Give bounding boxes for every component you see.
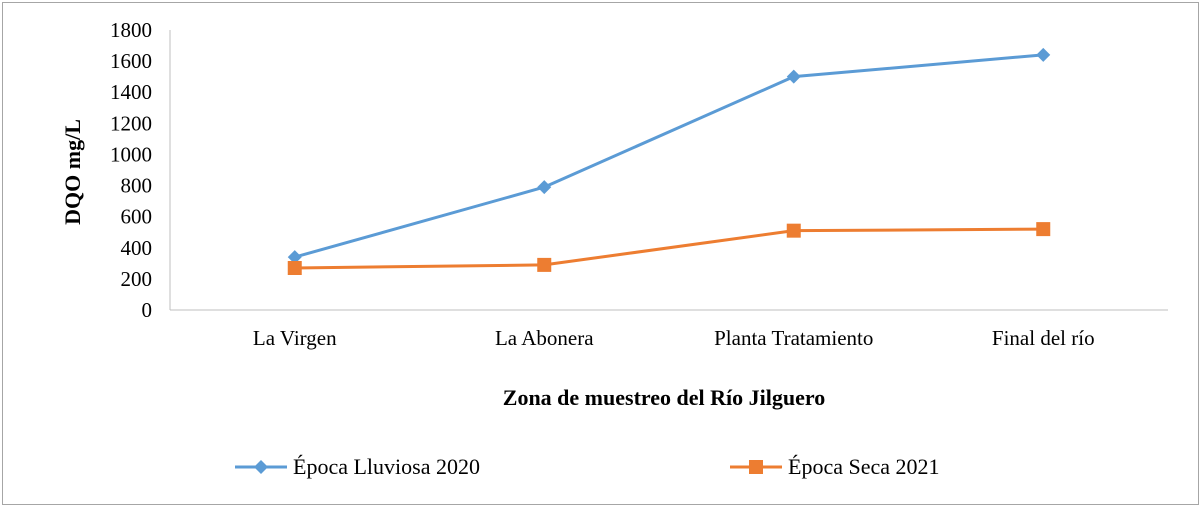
y-tick-label: 800 [121, 174, 153, 198]
legend-label: Época Seca 2021 [788, 454, 940, 479]
y-tick-label: 1800 [110, 18, 152, 42]
legend-item: Época Seca 2021 [730, 454, 940, 479]
y-axis-ticks: 0 200 400 600 800 1000 1200 1400 1600 1800 [110, 18, 152, 322]
data-point [1036, 47, 1051, 62]
y-tick-label: 1200 [110, 111, 152, 135]
series-2 [287, 222, 1051, 275]
y-tick-label: 200 [121, 267, 153, 291]
y-axis-title: DQO mg/L [60, 119, 85, 225]
x-tick-label: Final del río [992, 326, 1095, 350]
legend-marker [749, 460, 763, 474]
data-point [786, 69, 801, 84]
series-1 [287, 47, 1051, 265]
series-layer [287, 47, 1051, 275]
x-tick-label: La Abonera [495, 326, 594, 350]
data-point [786, 223, 801, 238]
legend-marker [254, 460, 268, 474]
x-axis-ticks: La Virgen La Abonera Planta Tratamiento Fin… [253, 326, 1095, 350]
y-tick-label: 600 [121, 205, 153, 229]
series-line [294, 227, 1044, 270]
data-point [537, 257, 552, 272]
data-point [287, 250, 302, 265]
legend: Época Lluviosa 2020 Época Seca 2021 [235, 454, 940, 479]
data-point [537, 180, 552, 195]
y-tick-label: 1600 [110, 49, 152, 73]
series-line [294, 53, 1044, 259]
legend-item: Época Lluviosa 2020 [235, 454, 480, 479]
data-point [1036, 222, 1051, 237]
y-tick-label: 400 [121, 236, 153, 260]
y-tick-label: 1400 [110, 80, 152, 104]
y-tick-label: 0 [142, 298, 153, 322]
data-point [287, 261, 302, 275]
x-tick-label: La Virgen [253, 326, 337, 350]
legend-label: Época Lluviosa 2020 [293, 454, 480, 479]
y-tick-label: 1000 [110, 142, 152, 166]
x-tick-label: Planta Tratamiento [714, 326, 873, 350]
x-axis-title: Zona de muestreo del Río Jilguero [503, 385, 825, 410]
